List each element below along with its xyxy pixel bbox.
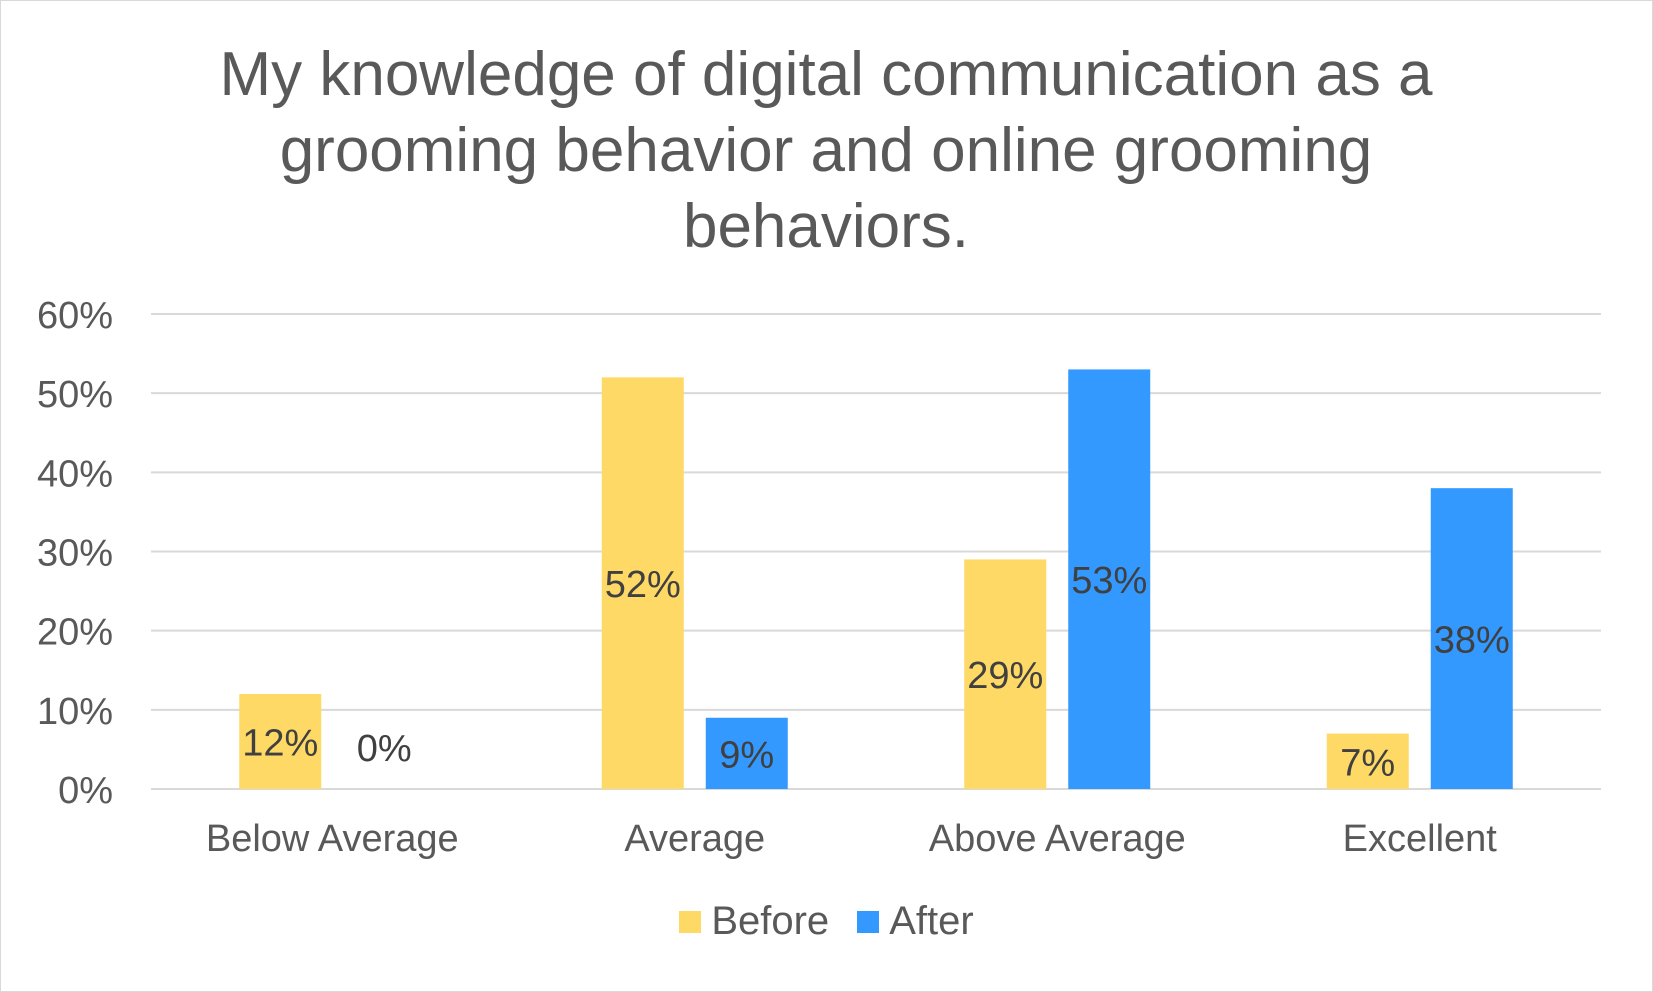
y-tick-label: 10% xyxy=(37,691,113,733)
legend-swatch-before xyxy=(679,910,702,933)
bar-after-3 xyxy=(1430,488,1513,789)
y-tick-label: 50% xyxy=(37,374,113,416)
data-label-before-0: 12% xyxy=(242,723,318,765)
y-axis-ticks: 0% 10% 20% 30% 40% 50% 60% xyxy=(37,295,113,812)
legend-label-after: After xyxy=(889,899,974,943)
y-tick-label: 20% xyxy=(37,612,113,654)
bar-before-2 xyxy=(964,559,1047,789)
y-tick-label: 0% xyxy=(58,770,113,812)
bar-before-0 xyxy=(239,694,322,789)
legend: Before After xyxy=(1,899,1652,944)
data-label-after-1: 9% xyxy=(719,734,774,776)
legend-label-before: Before xyxy=(711,899,830,943)
data-label-after-0: 0% xyxy=(357,728,412,770)
data-labels: 12% 0% 52% 9% 29% 53% 7% 38% xyxy=(242,560,1510,784)
bars xyxy=(239,369,1513,789)
legend-item-before: Before xyxy=(679,899,829,944)
data-label-before-3: 7% xyxy=(1340,742,1395,784)
bar-after-1 xyxy=(705,717,788,789)
data-label-after-2: 53% xyxy=(1071,560,1147,602)
data-label-before-1: 52% xyxy=(605,564,681,606)
data-label-before-2: 29% xyxy=(967,655,1043,697)
data-label-after-3: 38% xyxy=(1434,620,1510,662)
bar-after-2 xyxy=(1068,369,1151,789)
x-tick-label: Excellent xyxy=(1343,818,1498,860)
bar-before-1 xyxy=(601,377,684,789)
chart-title: My knowledge of digital communication as… xyxy=(219,40,1433,261)
y-tick-label: 60% xyxy=(37,295,113,337)
x-tick-label: Below Average xyxy=(206,818,459,860)
gridlines xyxy=(151,313,1601,790)
x-tick-label: Above Average xyxy=(929,818,1186,860)
y-tick-label: 40% xyxy=(37,453,113,495)
x-axis-ticks: Below Average Average Above Average Excelle… xyxy=(206,818,1497,860)
y-tick-label: 30% xyxy=(37,533,113,575)
legend-item-after: After xyxy=(857,899,974,944)
x-tick-label: Average xyxy=(624,818,765,860)
legend-swatch-after xyxy=(857,910,880,933)
bar-before-3 xyxy=(1326,733,1409,789)
